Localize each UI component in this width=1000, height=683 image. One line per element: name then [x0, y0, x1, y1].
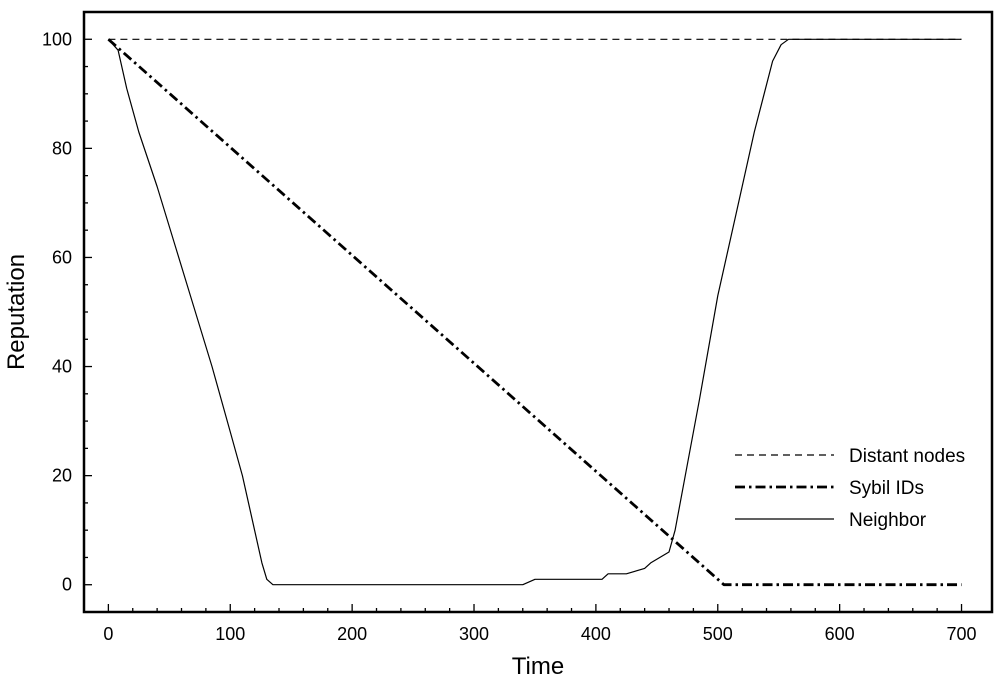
x-tick-label: 500 [703, 624, 733, 644]
y-tick-label: 60 [52, 247, 72, 267]
minor-ticks [84, 65, 938, 612]
x-tick-label: 0 [103, 624, 113, 644]
x-tick-label: 700 [947, 624, 977, 644]
series-line-neighbor [107, 38, 962, 586]
major-ticks [84, 38, 963, 612]
x-tick-label: 200 [337, 624, 367, 644]
legend: Distant nodes Sybil IDs Neighbor [735, 446, 965, 531]
y-tick-label: 80 [52, 138, 72, 158]
x-tick-label: 400 [581, 624, 611, 644]
x-tick-label: 600 [825, 624, 855, 644]
x-tick-label: 100 [215, 624, 245, 644]
tick-labels: 0 100 200 300 400 500 600 700 0 20 40 60 80 100 [42, 29, 977, 644]
y-tick-label: 40 [52, 357, 72, 377]
x-axis-title: Time [512, 653, 564, 680]
legend-label-neighbor: Neighbor [849, 510, 927, 531]
x-tick-label: 300 [459, 624, 489, 644]
y-tick-label: 100 [42, 29, 72, 49]
y-axis-title: Reputation [3, 254, 30, 370]
legend-label-sybil-ids: Sybil IDs [849, 478, 924, 499]
y-tick-label: 0 [62, 575, 72, 595]
legend-label-distant-nodes: Distant nodes [849, 446, 965, 467]
series-line-sybil-ids [107, 38, 962, 587]
y-tick-label: 20 [52, 466, 72, 486]
series-layer [107, 38, 962, 587]
